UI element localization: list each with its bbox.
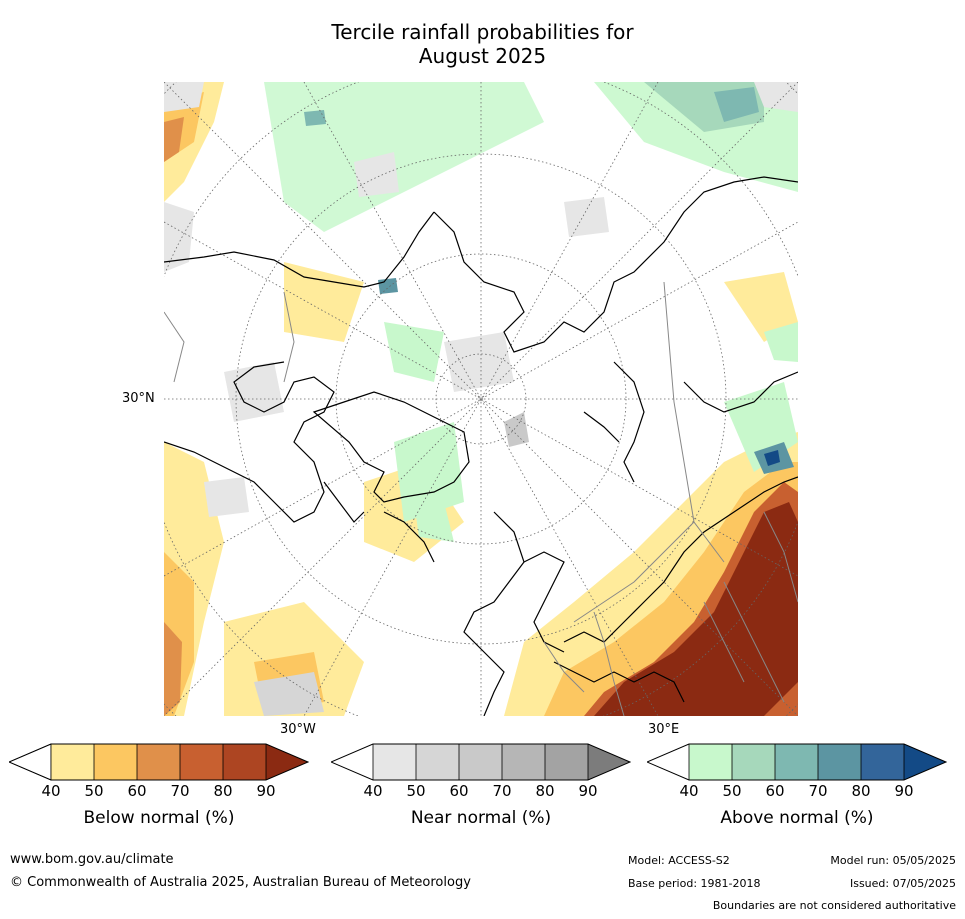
title-line-2: August 2025 xyxy=(418,44,547,68)
latitude-label-30n: 30°N xyxy=(122,391,155,406)
below-normal-region xyxy=(164,82,798,716)
title-line-1: Tercile rainfall probabilities for xyxy=(331,20,634,44)
colorbar-below-segment-60 xyxy=(137,744,180,780)
longitude-label-30e: 30°E xyxy=(648,722,680,737)
base-period-text: Base period: 1981-2018 xyxy=(628,877,761,890)
polar-projection-map xyxy=(164,82,798,716)
colorbar-below-segment-40 xyxy=(51,744,94,780)
website-link[interactable]: www.bom.gov.au/climate xyxy=(10,852,174,867)
tick-label: 50 xyxy=(722,782,742,800)
model-run-text: Model run: 05/05/2025 xyxy=(830,854,956,867)
model-text: Model: ACCESS-S2 xyxy=(628,854,730,867)
colorbar-above-ticks: 40 50 60 70 80 90 xyxy=(647,782,947,802)
colorbar-below-label: Below normal (%) xyxy=(83,808,235,828)
tick-label: 80 xyxy=(213,782,233,800)
tick-label: 40 xyxy=(41,782,61,800)
colorbar-near-segment-80 xyxy=(545,744,588,780)
graticule xyxy=(164,82,798,716)
colorbar-near-segment-50 xyxy=(416,744,459,780)
colorbar-below-ticks: 40 50 60 70 80 90 xyxy=(9,782,309,802)
tick-label: 60 xyxy=(127,782,147,800)
colorbar-above-segment-60 xyxy=(775,744,818,780)
colorbar-above-normal xyxy=(645,742,948,782)
tick-label: 60 xyxy=(449,782,469,800)
near-normal-region xyxy=(164,82,798,716)
colorbar-near-segment-over xyxy=(588,744,630,780)
tick-label: 80 xyxy=(851,782,871,800)
colorbar-above-label: Above normal (%) xyxy=(720,808,874,828)
longitude-label-30w: 30°W xyxy=(280,722,316,737)
colorbar-near-segment-under xyxy=(331,744,373,780)
coastlines xyxy=(164,176,798,716)
tick-label: 70 xyxy=(492,782,512,800)
map-canvas xyxy=(164,82,798,716)
colorbar-below-segment-70 xyxy=(180,744,223,780)
colorbar-near-segment-70 xyxy=(502,744,545,780)
tick-label: 50 xyxy=(406,782,426,800)
tick-label: 90 xyxy=(894,782,914,800)
tick-label: 40 xyxy=(363,782,383,800)
colorbar-above-segment-40 xyxy=(689,744,732,780)
colorbar-near-label: Near normal (%) xyxy=(410,808,552,828)
issued-text: Issued: 07/05/2025 xyxy=(849,877,956,890)
colorbar-above-segment-50 xyxy=(732,744,775,780)
tick-label: 70 xyxy=(808,782,828,800)
copyright-text: © Commonwealth of Australia 2025, Austra… xyxy=(10,875,471,890)
colorbar-above-segment-70 xyxy=(818,744,861,780)
above-normal-region xyxy=(264,82,798,542)
tick-label: 80 xyxy=(535,782,555,800)
colorbar-below-segment-under xyxy=(7,743,52,781)
colorbar-near-ticks: 40 50 60 70 80 90 xyxy=(331,782,631,802)
map-title: Tercile rainfall probabilities for Augus… xyxy=(0,20,965,68)
colorbar-near-segment-60 xyxy=(459,744,502,780)
colorbar-above-segment-over xyxy=(904,744,946,780)
colorbar-below-segment-over xyxy=(266,744,308,780)
tick-label: 60 xyxy=(765,782,785,800)
tick-label: 90 xyxy=(256,782,276,800)
tick-label: 40 xyxy=(679,782,699,800)
colorbar-below-segment-50 xyxy=(94,744,137,780)
colorbar-above-segment-80 xyxy=(861,744,904,780)
tick-label: 70 xyxy=(170,782,190,800)
tick-label: 90 xyxy=(578,782,598,800)
tick-label: 50 xyxy=(84,782,104,800)
colorbar-below-segment-80 xyxy=(223,744,266,780)
colorbar-above-segment-under xyxy=(647,744,689,780)
colorbar-near-normal xyxy=(329,742,632,782)
disclaimer-text: Boundaries are not considered authoritat… xyxy=(712,899,956,912)
colorbar-below-normal xyxy=(7,742,310,782)
colorbar-near-segment-40 xyxy=(373,744,416,780)
country-borders xyxy=(164,281,798,716)
